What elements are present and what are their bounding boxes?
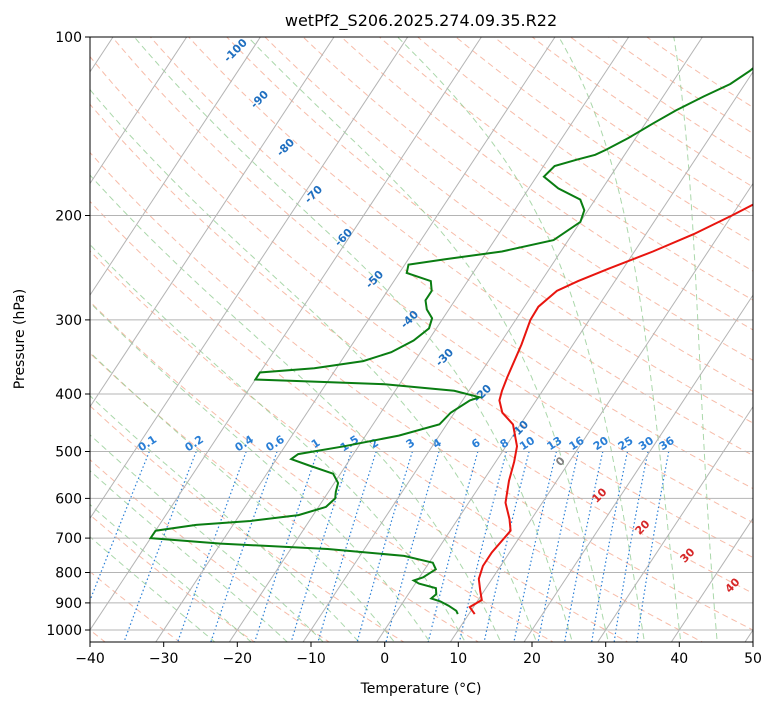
x-tick-label: −10: [296, 651, 326, 667]
isotherm-line: [90, 37, 335, 408]
mixing-ratio-line: [563, 451, 604, 642]
x-tick-label: −40: [75, 651, 105, 667]
isotherm-line: [449, 182, 753, 642]
y-tick-label: 1000: [46, 623, 82, 639]
moist-adiabat-line: [673, 37, 718, 642]
isotherm-line: [90, 37, 482, 631]
dry-adiabat-line: [90, 514, 256, 642]
dry-adiabat-line: [90, 300, 554, 642]
moist-adiabat-line: [133, 37, 573, 642]
y-tick-label: 700: [55, 531, 82, 547]
dry-adiabat-line: [90, 200, 704, 642]
dry-adiabat-line: [111, 37, 753, 524]
mixing-ratio-line: [210, 451, 278, 642]
mixing-ratio-line: [123, 451, 197, 642]
y-tick-label: 600: [55, 491, 82, 507]
y-tick-label: 900: [55, 596, 82, 612]
x-tick-label: −20: [223, 651, 253, 667]
moist-adiabat-line: [90, 536, 216, 642]
y-tick-label: 400: [55, 387, 82, 403]
y-axis-label: Pressure (hPa): [12, 289, 28, 389]
mixing-ratio-line: [356, 451, 413, 642]
plot-area: 0.1 0.2 0.4 0.6 1 1.5 2 3 4 6 8 10 13 16 20 25 30 36-100-…: [90, 37, 753, 642]
temperature-line: [468, 203, 753, 615]
y-tick-label: 800: [55, 566, 82, 582]
dry-adiabat-line: [90, 151, 753, 631]
isotherm-grid: [90, 37, 753, 642]
isotherm-line: [155, 37, 556, 642]
isotherm-line: [523, 294, 753, 642]
moist-adiabat-line: [90, 470, 289, 642]
moist-adiabat-line: [247, 37, 609, 642]
dry-adiabat-line: [90, 405, 405, 642]
x-axis-label: Temperature (°C): [360, 681, 482, 697]
mixing-ratio-line: [177, 451, 247, 642]
mixing-ratio-lines: [90, 451, 670, 642]
x-axis-ticks: −40 −30 −20 −10 0 10 20 30 40 50: [75, 642, 762, 667]
moist-adiabat-line: [90, 434, 324, 642]
moist-adiabat-line: [90, 351, 395, 642]
isotherm-line: [90, 37, 261, 297]
chart-title: wetPf2_S206.2025.274.09.35.R22: [285, 11, 557, 31]
x-tick-label: 50: [744, 651, 762, 667]
dry-adiabat-line: [90, 103, 753, 594]
moist-adiabat-line: [90, 174, 502, 642]
x-tick-label: 30: [597, 651, 615, 667]
mixing-ratio-line: [317, 451, 377, 642]
isotherm-line: [376, 70, 753, 642]
dry-adiabat-line: [90, 459, 330, 642]
isotherm-line: [597, 405, 753, 642]
mixing-ratio-line: [591, 451, 629, 642]
x-tick-label: 20: [523, 651, 541, 667]
y-tick-label: 500: [55, 445, 82, 461]
mixing-ratio-line: [483, 451, 530, 642]
dry-adiabat-line: [226, 37, 753, 424]
x-tick-label: −30: [149, 651, 179, 667]
y-tick-label: 200: [55, 209, 82, 225]
dry-adiabat-line: [340, 37, 753, 331]
mixing-ratio-line: [427, 451, 479, 642]
y-axis-ticks: 100 200 300 400 500 600 700 800 900 1000: [46, 30, 90, 639]
mixing-ratio-line: [458, 451, 507, 642]
moist-adiabat-line: [90, 301, 431, 642]
mixing-ratio-line: [513, 451, 557, 642]
dry-adiabat-line: [90, 250, 629, 642]
x-tick-label: 10: [449, 651, 467, 667]
moist-adiabat-line: [90, 243, 466, 642]
y-tick-label: 100: [55, 30, 82, 46]
dewpoint-line: [148, 66, 753, 615]
dry-adiabat-line: [379, 37, 753, 301]
moist-adiabat-line: [90, 88, 537, 642]
dry-adiabat-line: [264, 37, 753, 392]
dry-adiabat-line: [90, 352, 480, 642]
dry-adiabat-line: [188, 37, 753, 456]
isotherm-line: [670, 517, 753, 642]
mixing-ratio-line: [537, 451, 580, 642]
y-tick-label: 300: [55, 313, 82, 329]
x-tick-label: 40: [670, 651, 688, 667]
pressure-grid: [90, 37, 753, 631]
isotherm-line: [90, 37, 409, 520]
x-tick-label: 0: [380, 651, 389, 667]
dry-adiabats: [90, 37, 753, 642]
moist-adiabat-line: [558, 37, 682, 642]
moist-adiabat-line: [90, 503, 252, 642]
dry-adiabat-line: [90, 55, 753, 559]
isotherm-line: [90, 37, 188, 185]
plot-frame: [89, 36, 754, 643]
isotherm-line: [302, 37, 703, 642]
mixing-ratio-line: [90, 451, 150, 602]
moist-adiabats: [90, 37, 718, 642]
